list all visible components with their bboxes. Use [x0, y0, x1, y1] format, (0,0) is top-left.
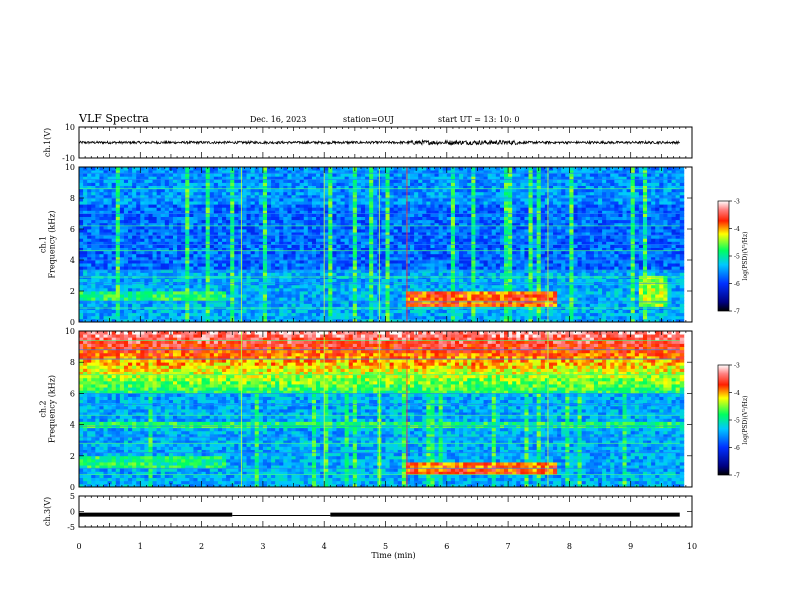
x-tick-label: 2 — [199, 542, 204, 551]
x-tick-label: 1 — [138, 542, 143, 551]
start-time-label: start UT = 13: 10: 0 — [438, 115, 520, 124]
chart-title: VLF Spectra — [79, 112, 149, 125]
ch1-colorbar: -3 -4 -5 -6 -7 log(PSD)(V²/Hz) — [717, 199, 749, 316]
x-tick-label: 10 — [687, 542, 697, 551]
colorbar-tick-label: -3 — [734, 363, 740, 370]
colorbar-tick-label: -3 — [734, 199, 740, 206]
colorbar-tick-label: -6 — [734, 445, 740, 452]
x-tick-label: 9 — [628, 542, 633, 551]
y-tick-label: 0 — [70, 508, 75, 517]
y-tick-label: 0 — [70, 318, 75, 327]
y-tick-label: 8 — [70, 194, 75, 203]
station-label: station=OUJ — [343, 115, 394, 124]
x-tick-label: 6 — [444, 542, 449, 551]
colorbar-tick-label: -4 — [734, 390, 740, 397]
x-tick-label: 5 — [383, 542, 388, 551]
date-label: Dec. 16, 2023 — [250, 115, 307, 124]
y-tick-label: 2 — [70, 452, 75, 461]
y-tick-label: 10 — [65, 123, 75, 132]
colorbar-label: log(PSD)(V²/Hz) — [742, 232, 749, 281]
colorbar-tick-label: -7 — [734, 473, 740, 480]
colorbar-tick-label: -5 — [734, 418, 740, 425]
y-tick-label: 0 — [70, 483, 75, 492]
y-axis-label: ch.1 — [39, 236, 48, 253]
colorbar-bar — [717, 200, 730, 312]
y-axis-label: ch.1(V) — [43, 128, 52, 157]
y-tick-label: 2 — [70, 287, 75, 296]
y-tick-label: -5 — [67, 523, 75, 532]
y-tick-label: 8 — [70, 358, 75, 367]
ch2-spectrogram-panel: 0 2 4 6 8 10 ch.2 Frequency (kHz) — [39, 327, 693, 492]
ch2-colorbar: -3 -4 -5 -6 -7 log(PSD)(V²/Hz) — [717, 363, 749, 480]
x-tick-label: 8 — [567, 542, 572, 551]
y-axis-label: ch.2 — [39, 400, 48, 417]
y-tick-label: 4 — [70, 421, 75, 430]
x-tick-label: 4 — [322, 542, 327, 551]
y-axis-label: Frequency (kHz) — [48, 375, 57, 443]
y-axis-label: Frequency (kHz) — [48, 210, 57, 278]
x-tick-label: 0 — [76, 542, 81, 551]
ch3-level-panel: 5 0 -5 ch.3(V) 0 1 2 3 4 5 6 7 8 9 10 Time (min) — [43, 492, 697, 560]
y-tick-label: 6 — [70, 389, 75, 398]
spectrogram-cells — [79, 331, 685, 487]
colorbar-bar — [717, 364, 730, 476]
colorbar-tick-label: -6 — [734, 281, 740, 288]
colorbar-tick-label: -5 — [734, 254, 740, 261]
x-axis-label: Time (min) — [371, 551, 415, 560]
x-tick-label: 7 — [506, 542, 511, 551]
colorbar-tick-label: -4 — [734, 226, 740, 233]
y-tick-label: 10 — [65, 327, 75, 336]
y-tick-label: 6 — [70, 225, 75, 234]
y-tick-label: 4 — [70, 256, 75, 265]
y-tick-label: 10 — [65, 163, 75, 172]
y-tick-label: -10 — [62, 154, 75, 163]
colorbar-label: log(PSD)(V²/Hz) — [742, 396, 749, 445]
y-tick-label: 5 — [70, 492, 75, 501]
x-tick-label: 3 — [260, 542, 265, 551]
colorbar-tick-label: -7 — [734, 309, 740, 316]
ch1-spectrogram-panel: 0 2 4 6 8 10 ch.1 Frequency (kHz) — [39, 163, 693, 327]
y-axis-label: ch.3(V) — [43, 497, 52, 526]
ch1-waveform-panel: 10 -10 ch.1(V) — [43, 123, 693, 163]
ch1-waveform-trace — [78, 138, 680, 146]
spectrogram-cells — [79, 167, 685, 322]
